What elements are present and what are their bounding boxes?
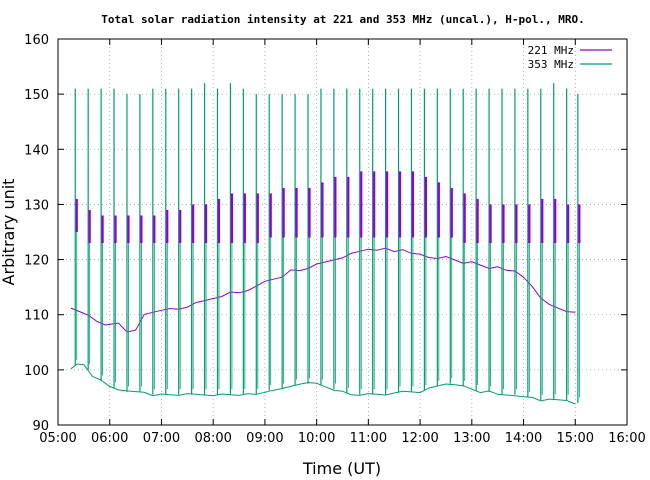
series-221-line xyxy=(70,247,576,333)
y-tick-label: 140 xyxy=(24,143,49,158)
legend-label: 221 MHz xyxy=(528,44,574,57)
series-353-line xyxy=(70,363,576,405)
grid xyxy=(57,38,628,426)
legend-label: 353 MHz xyxy=(528,58,574,71)
y-tick-label: 130 xyxy=(24,198,49,213)
x-tick-label: 06:00 xyxy=(91,431,128,446)
ticks: 05:00 06:00 07:00 08:00 09:00 10:00 11:00 12:00… xyxy=(24,33,646,446)
y-tick-label: 120 xyxy=(24,254,49,269)
x-tick-label: 12:00 xyxy=(401,431,438,446)
plot-frame xyxy=(57,38,628,426)
x-tick-label: 09:00 xyxy=(246,431,283,446)
x-axis-label: Time (UT) xyxy=(302,459,381,478)
series-group xyxy=(70,83,581,405)
x-tick-label: 05:00 xyxy=(39,431,76,446)
y-axis-label: Arbitrary unit xyxy=(0,179,18,286)
y-tick-label: 160 xyxy=(24,33,49,48)
x-tick-label: 16:00 xyxy=(608,431,645,446)
y-tick-label: 150 xyxy=(24,88,49,103)
y-tick-label: 90 xyxy=(32,419,49,434)
x-tick-label: 15:00 xyxy=(557,431,594,446)
y-tick-label: 100 xyxy=(24,364,49,379)
x-tick-label: 11:00 xyxy=(350,431,387,446)
x-tick-label: 08:00 xyxy=(194,431,231,446)
x-tick-label: 10:00 xyxy=(298,431,335,446)
x-tick-label: 14:00 xyxy=(505,431,542,446)
chart-title: Total solar radiation intensity at 221 a… xyxy=(101,13,584,26)
x-tick-label: 07:00 xyxy=(143,431,180,446)
x-tick-label: 13:00 xyxy=(453,431,490,446)
y-tick-label: 110 xyxy=(24,309,49,324)
